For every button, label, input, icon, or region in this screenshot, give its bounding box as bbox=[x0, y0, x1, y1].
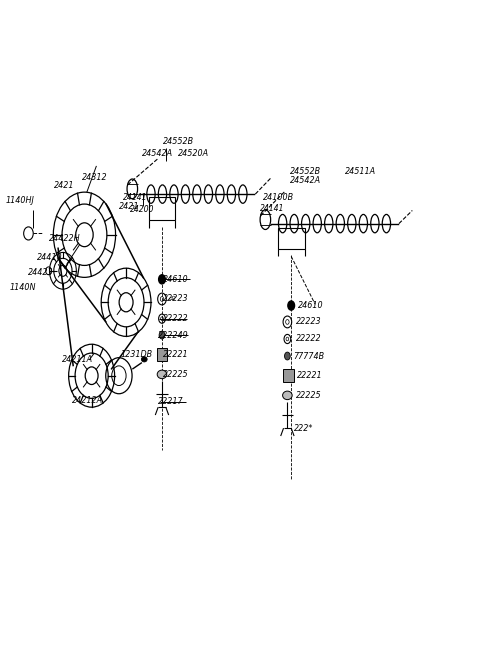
Circle shape bbox=[158, 275, 165, 284]
Text: 24100B: 24100B bbox=[263, 193, 294, 202]
Bar bbox=[278, 227, 305, 248]
Text: 222*: 222* bbox=[294, 424, 313, 433]
Text: 24552B: 24552B bbox=[290, 167, 322, 175]
Text: 24610: 24610 bbox=[299, 301, 324, 310]
Text: 24423: 24423 bbox=[28, 268, 54, 277]
Text: 22222: 22222 bbox=[163, 314, 189, 323]
Text: 77774B: 77774B bbox=[294, 351, 325, 361]
Text: 24422H: 24422H bbox=[48, 233, 80, 242]
Text: 24312: 24312 bbox=[82, 173, 108, 182]
Bar bbox=[149, 197, 175, 220]
Text: 22217: 22217 bbox=[157, 397, 183, 407]
Text: 22223: 22223 bbox=[163, 294, 189, 304]
Text: 22221: 22221 bbox=[297, 371, 323, 380]
Ellipse shape bbox=[157, 370, 167, 378]
Text: 2421: 2421 bbox=[119, 202, 139, 211]
Text: 24141: 24141 bbox=[123, 193, 147, 202]
Text: 22225: 22225 bbox=[163, 370, 189, 379]
Text: 24610: 24610 bbox=[163, 275, 189, 284]
Ellipse shape bbox=[142, 357, 147, 362]
Text: 24511A: 24511A bbox=[345, 167, 376, 175]
Text: 1231DB: 1231DB bbox=[120, 350, 153, 359]
Text: d2: d2 bbox=[169, 296, 177, 302]
Text: 24552B: 24552B bbox=[163, 137, 194, 146]
Text: 24542A: 24542A bbox=[290, 177, 322, 185]
Text: 222249: 222249 bbox=[157, 330, 189, 340]
Circle shape bbox=[288, 301, 295, 310]
Text: 22222: 22222 bbox=[296, 334, 322, 344]
Text: 24410: 24410 bbox=[36, 253, 62, 262]
Text: 24200: 24200 bbox=[130, 205, 154, 214]
Text: 22221: 22221 bbox=[163, 350, 189, 359]
Text: 22225: 22225 bbox=[296, 391, 322, 400]
Text: 24211A: 24211A bbox=[62, 355, 93, 365]
Text: 24542A: 24542A bbox=[142, 149, 173, 158]
Text: 24520A: 24520A bbox=[178, 149, 209, 158]
Text: 22223: 22223 bbox=[296, 317, 322, 327]
Text: 24212A: 24212A bbox=[72, 396, 103, 405]
Text: 2421: 2421 bbox=[54, 181, 75, 190]
Text: 1140HJ: 1140HJ bbox=[5, 196, 35, 205]
Text: 24141: 24141 bbox=[260, 204, 285, 213]
Circle shape bbox=[285, 352, 290, 360]
Bar bbox=[283, 369, 294, 382]
Text: 1140N: 1140N bbox=[9, 283, 36, 292]
Circle shape bbox=[159, 331, 165, 339]
Ellipse shape bbox=[283, 391, 292, 399]
Bar bbox=[157, 348, 167, 361]
